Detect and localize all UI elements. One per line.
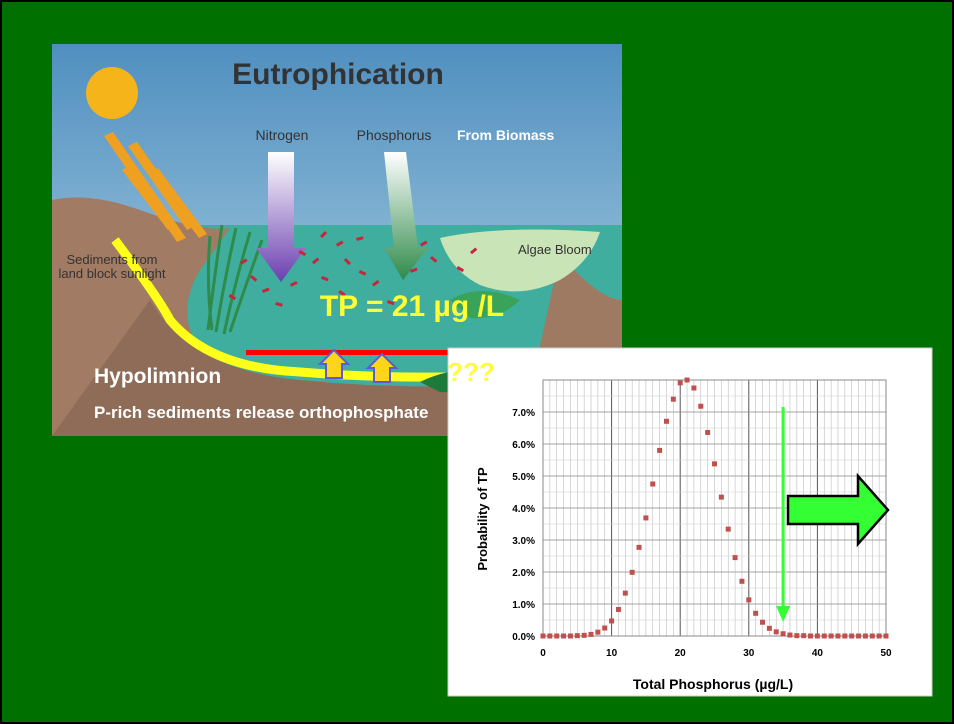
data-point	[650, 481, 656, 487]
data-point	[862, 633, 868, 639]
data-point	[842, 633, 848, 639]
phosphorus-label: Phosphorus	[357, 127, 432, 143]
data-point	[869, 633, 875, 639]
algae-clump	[450, 291, 520, 319]
x-tick-label: 50	[880, 648, 892, 659]
data-point	[835, 633, 841, 639]
sun	[86, 67, 138, 119]
x-tick-label: 0	[540, 648, 546, 659]
x-tick-label: 30	[743, 648, 755, 659]
data-point	[643, 515, 649, 521]
data-point	[718, 494, 724, 500]
question-label: ???	[447, 357, 495, 387]
up-arrow-icon	[365, 352, 399, 383]
data-point	[705, 429, 711, 435]
data-point	[561, 633, 567, 639]
x-tick-label: 10	[606, 648, 618, 659]
data-point	[787, 632, 793, 638]
data-point	[609, 618, 615, 624]
data-point	[725, 526, 731, 532]
release-label: P-rich sediments release orthophosphate	[94, 403, 428, 422]
thermocline-line	[246, 350, 612, 355]
y-axis-label: Probability of TP	[475, 467, 490, 571]
data-point	[567, 633, 573, 639]
data-point	[766, 625, 772, 631]
data-point	[753, 610, 759, 616]
sediments-label-line2: land block sunlight	[59, 266, 166, 281]
up-arrow-icon	[317, 348, 351, 379]
data-point	[691, 385, 697, 391]
data-point	[670, 396, 676, 402]
data-point	[814, 633, 820, 639]
data-point	[629, 569, 635, 575]
threshold-arrow	[776, 407, 791, 622]
tp-label: TP = 21 µg /L	[320, 290, 504, 323]
data-point	[883, 633, 889, 639]
data-point	[540, 633, 546, 639]
phosphorus-particles	[228, 231, 478, 307]
y-tick-label: 5.0%	[512, 472, 535, 483]
data-point	[876, 633, 882, 639]
data-point	[595, 629, 601, 635]
data-point	[622, 590, 628, 596]
nitrogen-arrow	[256, 152, 306, 282]
data-point	[794, 633, 800, 639]
illustration-title: Eutrophication	[232, 58, 444, 91]
data-point	[780, 631, 786, 637]
data-point	[657, 447, 663, 453]
data-point	[821, 633, 827, 639]
data-point	[636, 544, 642, 550]
right-arrow-icon	[786, 472, 890, 548]
biomass-label: From Biomass	[457, 127, 554, 143]
x-axis-label: Total Phosphorus (µg/L)	[633, 676, 793, 692]
data-point	[547, 633, 553, 639]
chart-series	[540, 377, 889, 639]
y-tick-label: 4.0%	[512, 504, 535, 515]
x-tick-label: 40	[812, 648, 824, 659]
sun-rays	[104, 132, 207, 242]
data-point	[760, 619, 766, 625]
y-tick-label: 3.0%	[512, 536, 535, 547]
data-point	[581, 632, 587, 638]
data-point	[856, 633, 862, 639]
y-tick-label: 2.0%	[512, 568, 535, 579]
data-point	[588, 631, 594, 637]
algae-bloom-label: Algae Bloom	[518, 242, 592, 257]
data-point	[739, 578, 745, 584]
data-point	[746, 597, 752, 603]
data-point	[712, 461, 717, 467]
nitrogen-label: Nitrogen	[256, 127, 309, 143]
data-point	[663, 418, 669, 424]
data-point	[554, 633, 560, 639]
sediments-label-line1: Sediments from	[66, 252, 157, 267]
hypolimnion-label: Hypolimnion	[94, 365, 221, 388]
data-point	[732, 555, 738, 561]
y-tick-label: 7.0%	[512, 408, 535, 419]
x-tick-label: 20	[675, 648, 687, 659]
phosphorus-arrow	[384, 152, 428, 280]
data-point	[684, 377, 690, 383]
data-point	[698, 403, 704, 409]
data-point	[828, 633, 834, 639]
threshold-arrowhead-icon	[776, 606, 791, 622]
data-point	[615, 606, 621, 612]
algae-bloom	[440, 229, 600, 292]
y-tick-label: 0.0%	[512, 632, 535, 643]
data-point	[849, 633, 855, 639]
y-tick-label: 6.0%	[512, 440, 535, 451]
x-axis-ticks: 0 10 20 30 40 50	[540, 648, 892, 659]
data-point	[773, 629, 779, 635]
y-tick-label: 1.0%	[512, 600, 535, 611]
data-point	[677, 380, 683, 386]
data-point	[602, 625, 608, 631]
y-axis-ticks: 0.0% 1.0% 2.0% 3.0% 4.0% 5.0% 6.0% 7.0%	[512, 408, 535, 643]
data-point	[574, 633, 580, 639]
data-point	[801, 633, 807, 639]
data-point	[808, 633, 814, 639]
